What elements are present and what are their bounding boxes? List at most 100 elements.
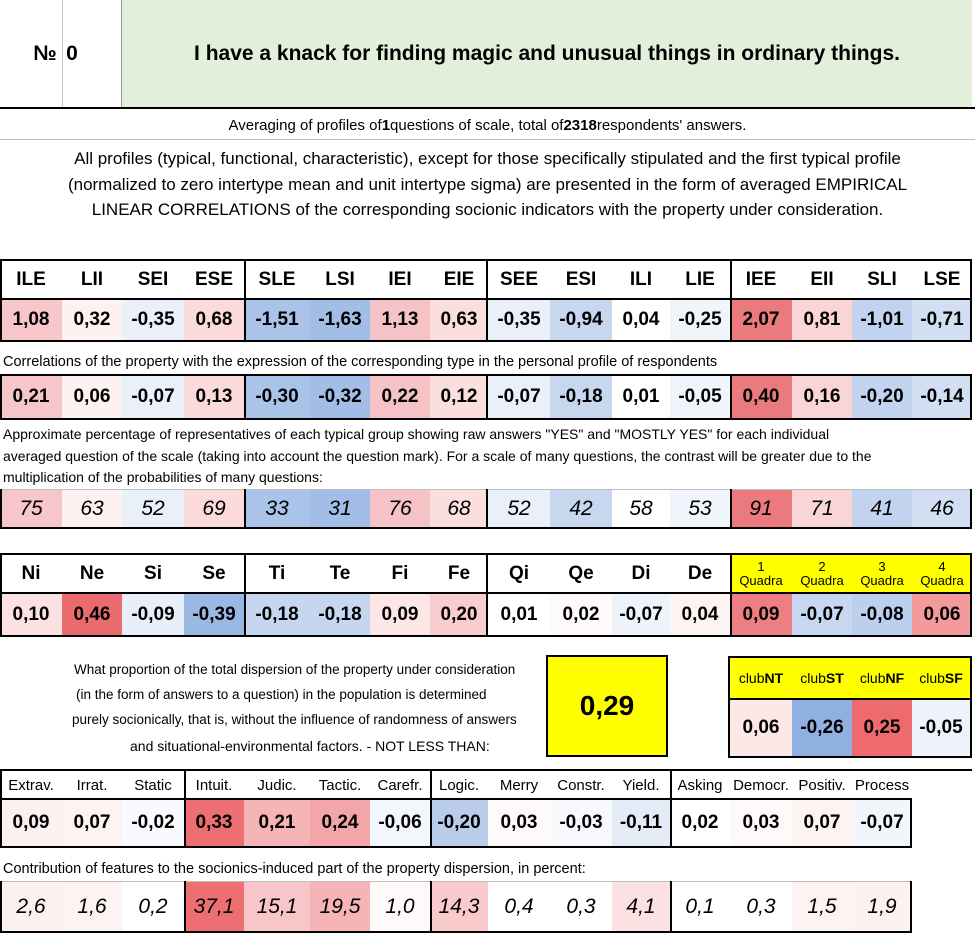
quadra-header-4: 4 Quadra: [912, 555, 972, 593]
pct-caption-1: Approximate percentage of representative…: [3, 426, 830, 442]
club-prefix: club: [738, 670, 765, 686]
feature-value-7: -0,20: [430, 800, 488, 846]
feature-contrib-2: 0,2: [122, 882, 184, 932]
function-value-Ne: 0,46: [62, 594, 122, 636]
type-pct-IEI: 76: [370, 490, 430, 528]
quadra-label: Quadra: [860, 573, 904, 588]
type-header-EIE: EIE: [430, 261, 488, 299]
function-value-Te: -0,18: [310, 594, 370, 636]
type-corr-EII: 0,16: [792, 376, 852, 418]
type-corr-SEI: -0,07: [122, 376, 184, 418]
number-label: №: [33, 42, 57, 65]
feature-header-9: Constr.: [550, 772, 612, 798]
club-name: NF: [885, 670, 905, 686]
feature-header-6: Carefr.: [370, 772, 430, 798]
type-corr-LSE: -0,14: [912, 376, 972, 418]
type-corr-SLI: -0,20: [852, 376, 912, 418]
quadra-value-4: 0,06: [912, 594, 972, 636]
type-pct-ILE: 75: [0, 490, 62, 528]
corr-caption: Correlations of the property with the ex…: [3, 354, 718, 370]
type-header-LIE: LIE: [670, 261, 730, 299]
quadra-header-1: 1 Quadra: [730, 555, 792, 593]
feature-header-10: Yield.: [612, 772, 670, 798]
function-header-Se: Se: [184, 556, 244, 592]
contrib-caption: Contribution of features to the sociоnic…: [3, 861, 586, 877]
description-line-1: All profiles (typical, functional, chara…: [74, 149, 901, 168]
pct-caption-2: averaged question of the scale (taking i…: [3, 448, 872, 464]
function-value-Ti: -0,18: [244, 594, 310, 636]
function-header-Ni: Ni: [0, 556, 62, 592]
function-header-Qe: Qe: [550, 556, 612, 592]
description-line-2: (normalized to zero intertype mean and u…: [67, 175, 908, 194]
quadra-number: 4: [938, 559, 946, 574]
club-header-ST: club ST: [792, 658, 852, 698]
type-corr-ILI: 0,01: [612, 376, 670, 418]
club-value-ST: -0,26: [792, 700, 852, 756]
feature-contrib-1: 1,6: [62, 882, 122, 932]
type-profile-ILE: 1,08: [0, 300, 62, 340]
club-header-NF: club NF: [852, 658, 912, 698]
quadra-number: 3: [878, 559, 886, 574]
respondents-count: 2318: [563, 116, 597, 134]
function-header-Qi: Qi: [488, 556, 550, 592]
type-profile-ESE: 0,68: [184, 300, 244, 340]
quadra-number: 1: [757, 559, 765, 574]
club-name: SF: [944, 670, 963, 686]
function-header-De: De: [670, 556, 730, 592]
type-corr-LIE: -0,05: [670, 376, 730, 418]
feature-value-14: -0,07: [852, 800, 912, 846]
dispersion-value: 0,29: [546, 655, 668, 757]
function-header-Ti: Ti: [244, 556, 310, 592]
function-header-Fi: Fi: [370, 556, 430, 592]
feature-header-1: Irrat.: [62, 772, 122, 798]
dispersion-line-3: purely socionically, that is, without th…: [72, 712, 517, 727]
quadra-number: 2: [818, 559, 826, 574]
feature-value-9: -0,03: [550, 800, 612, 846]
feature-value-0: 0,09: [0, 800, 62, 846]
function-value-Di: -0,07: [612, 594, 670, 636]
question-text: I have a knack for finding magic and unu…: [194, 42, 900, 65]
type-pct-ESI: 42: [550, 490, 612, 528]
type-header-ILE: ILE: [0, 261, 62, 299]
type-header-SEI: SEI: [122, 261, 184, 299]
type-corr-IEI: 0,22: [370, 376, 430, 418]
type-corr-EIE: 0,12: [430, 376, 488, 418]
feature-value-3: 0,33: [184, 800, 244, 846]
club-value-NT: 0,06: [730, 700, 792, 756]
type-header-EII: EII: [792, 261, 852, 299]
feature-value-2: -0,02: [122, 800, 184, 846]
type-pct-EII: 71: [792, 490, 852, 528]
club-prefix: club: [919, 670, 945, 686]
feature-value-10: -0,11: [612, 800, 670, 846]
function-value-Ni: 0,10: [0, 594, 62, 636]
type-header-LSI: LSI: [310, 261, 370, 299]
type-header-LII: LII: [62, 261, 122, 299]
type-profile-LSE: -0,71: [912, 300, 972, 340]
club-prefix: club: [800, 670, 826, 686]
type-header-SLE: SLE: [244, 261, 310, 299]
type-pct-SLE: 33: [244, 490, 310, 528]
type-pct-EIE: 68: [430, 490, 488, 528]
club-value-SF: -0,05: [912, 700, 970, 756]
type-pct-ESE: 69: [184, 490, 244, 528]
type-pct-SEI: 52: [122, 490, 184, 528]
type-pct-IEE: 91: [730, 490, 792, 528]
quadra-label: Quadra: [920, 573, 964, 588]
type-corr-SEE: -0,07: [488, 376, 550, 418]
summary-line: Averaging of profiles of 1 questions of …: [228, 116, 747, 134]
type-profile-ILI: 0,04: [612, 300, 670, 340]
feature-header-14: Process: [852, 772, 912, 798]
type-header-IEE: IEE: [730, 261, 792, 299]
type-pct-ILI: 58: [612, 490, 670, 528]
type-pct-LSE: 46: [912, 490, 972, 528]
pct-caption-3: multiplication of the probabilities of m…: [3, 469, 323, 485]
type-corr-LII: 0,06: [62, 376, 122, 418]
type-profile-EII: 0,81: [792, 300, 852, 340]
type-profile-EIE: 0,63: [430, 300, 488, 340]
function-value-Si: -0,09: [122, 594, 184, 636]
feature-value-8: 0,03: [488, 800, 550, 846]
feature-value-6: -0,06: [370, 800, 430, 846]
feature-header-12: Democr.: [730, 772, 792, 798]
function-value-De: 0,04: [670, 594, 730, 636]
feature-header-7: Logic.: [430, 772, 488, 798]
